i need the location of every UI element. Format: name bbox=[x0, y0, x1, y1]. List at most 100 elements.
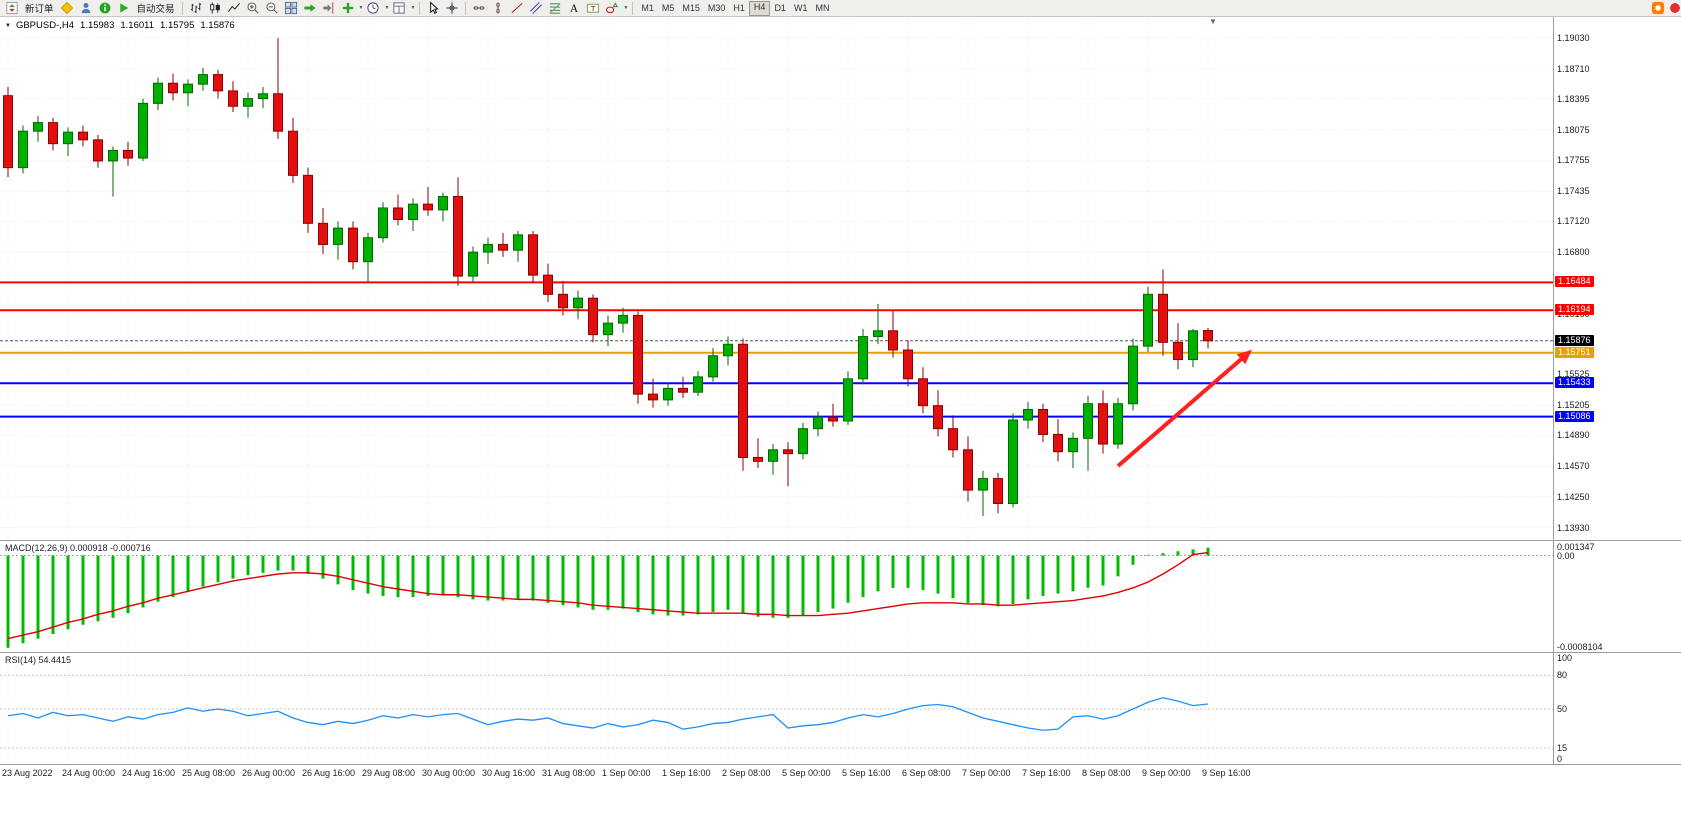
periods-icon[interactable] bbox=[364, 1, 382, 16]
svg-text:A: A bbox=[570, 3, 578, 15]
timeframe-H1[interactable]: H1 bbox=[733, 2, 745, 13]
chart-candles-icon[interactable] bbox=[206, 1, 224, 16]
vertical-line-icon[interactable] bbox=[489, 1, 507, 16]
timeframe-M5[interactable]: M5 bbox=[661, 2, 675, 13]
rsi-axis-label: 50 bbox=[1557, 704, 1568, 714]
trendline-icon[interactable] bbox=[508, 1, 526, 16]
macd-axis[interactable]: 0.001347 0.00 -0.0008104 bbox=[1553, 540, 1681, 653]
timeframe-M15[interactable]: M15 bbox=[682, 2, 700, 13]
macd-chart[interactable] bbox=[0, 541, 1553, 653]
auto-scroll-icon[interactable] bbox=[301, 1, 319, 16]
rsi-panel[interactable]: RSI(14) 54.4415 bbox=[0, 652, 1553, 765]
candlestick-chart[interactable] bbox=[0, 17, 1553, 540]
time-label: 24 Aug 16:00 bbox=[122, 768, 176, 778]
time-label: 26 Aug 00:00 bbox=[242, 768, 296, 778]
text-label-icon[interactable]: T bbox=[584, 1, 602, 16]
price-tick-label: 1.14570 bbox=[1557, 461, 1590, 472]
time-label: 7 Sep 00:00 bbox=[962, 768, 1011, 778]
ohlc-high: 1.16011 bbox=[120, 20, 155, 31]
price-tick-label: 1.17755 bbox=[1557, 155, 1590, 166]
toolbar-separator bbox=[181, 1, 183, 15]
chart-shift-marker[interactable]: ▼ bbox=[1209, 17, 1217, 26]
timeframe-D1[interactable]: D1 bbox=[774, 2, 786, 13]
price-line-label: 1.15086 bbox=[1555, 410, 1594, 422]
time-label: 6 Sep 08:00 bbox=[902, 768, 951, 778]
time-label: 29 Aug 08:00 bbox=[362, 768, 416, 778]
timeframe-buttons: M1 M5 M15 M30 H1 H4 D1 W1 MN bbox=[637, 0, 833, 16]
shapes-icon[interactable] bbox=[603, 1, 621, 16]
community-profile-icon[interactable] bbox=[77, 1, 95, 16]
time-label: 5 Sep 16:00 bbox=[842, 768, 891, 778]
rsi-axis-label: 100 bbox=[1557, 653, 1573, 663]
time-label: 7 Sep 16:00 bbox=[1022, 768, 1071, 778]
toolbar: 新订单 自动交易 ▼ ▼ ▼ A T ▼ M1 M5 M15 M30 H1 H4 D1 W1 M… bbox=[0, 0, 1681, 17]
autotrading-button[interactable]: 自动交易 bbox=[136, 4, 175, 15]
rsi-axis-label: 15 bbox=[1557, 743, 1568, 754]
time-label: 30 Aug 00:00 bbox=[422, 768, 476, 778]
new-order-icon[interactable] bbox=[3, 1, 21, 16]
time-axis[interactable]: 23 Aug 2022 24 Aug 00:00 24 Aug 16:00 25 Au… bbox=[0, 764, 1681, 783]
indicators-icon[interactable] bbox=[339, 1, 357, 16]
price-line-label: 1.15433 bbox=[1555, 377, 1594, 389]
crosshair-icon[interactable] bbox=[443, 1, 461, 16]
chart-title: ▼ GBPUSD-,H4 1.15983 1.16011 1.15795 1.1… bbox=[5, 20, 235, 31]
time-label: 9 Sep 00:00 bbox=[1142, 768, 1191, 778]
autotrading-icon[interactable] bbox=[115, 1, 133, 16]
price-tick-label: 1.17120 bbox=[1557, 216, 1590, 227]
price-tick-label: 1.18075 bbox=[1557, 124, 1590, 135]
info-icon[interactable] bbox=[96, 1, 114, 16]
price-tick-label: 1.15525 bbox=[1557, 369, 1590, 380]
toolbar-right-group bbox=[1649, 1, 1681, 16]
metaquotes-icon[interactable] bbox=[58, 1, 76, 16]
notifications-icon[interactable] bbox=[1649, 1, 1667, 16]
price-tick-label: 1.18710 bbox=[1557, 63, 1590, 74]
indicators-dropdown-icon[interactable]: ▼ bbox=[358, 5, 364, 11]
price-tick-label: 1.17435 bbox=[1557, 186, 1590, 197]
time-label: 31 Aug 08:00 bbox=[542, 768, 596, 778]
text-icon[interactable]: A bbox=[565, 1, 583, 16]
periods-dropdown-icon[interactable]: ▼ bbox=[384, 5, 390, 11]
shapes-dropdown-icon[interactable]: ▼ bbox=[623, 5, 629, 11]
templates-icon[interactable] bbox=[390, 1, 408, 16]
rsi-axis-label: 80 bbox=[1557, 670, 1568, 681]
rsi-chart[interactable] bbox=[0, 653, 1553, 765]
timeframe-W1[interactable]: W1 bbox=[793, 2, 808, 13]
time-label: 30 Aug 16:00 bbox=[482, 768, 536, 778]
price-chart-panel[interactable]: ▼ GBPUSD-,H4 1.15983 1.16011 1.15795 1.1… bbox=[0, 17, 1553, 540]
macd-panel[interactable]: MACD(12,26,9) 0.000918 -0.000716 bbox=[0, 540, 1553, 653]
price-tick-label: 1.14250 bbox=[1557, 491, 1590, 502]
timeframe-M30[interactable]: M30 bbox=[707, 2, 726, 13]
horizontal-line-icon[interactable] bbox=[470, 1, 488, 16]
time-label: 23 Aug 2022 bbox=[2, 768, 53, 778]
rsi-axis-label: 0 bbox=[1557, 754, 1563, 764]
timeframe-H4[interactable]: H4 bbox=[748, 0, 771, 16]
chart-line-icon[interactable] bbox=[225, 1, 243, 16]
cursor-icon[interactable] bbox=[424, 1, 442, 16]
price-line-label: 1.15876 bbox=[1555, 334, 1594, 346]
channel-icon[interactable] bbox=[527, 1, 545, 16]
toolbar-separator bbox=[632, 1, 634, 15]
tile-windows-icon[interactable] bbox=[282, 1, 300, 16]
time-label: 25 Aug 08:00 bbox=[182, 768, 236, 778]
timeframe-M1[interactable]: M1 bbox=[641, 2, 654, 13]
rsi-axis[interactable]: 100 80 50 15 0 bbox=[1553, 652, 1681, 765]
zoom-in-icon[interactable] bbox=[244, 1, 262, 16]
time-label: 8 Sep 08:00 bbox=[1082, 768, 1131, 778]
new-order-button[interactable]: 新订单 bbox=[25, 4, 54, 15]
chart-shift-icon[interactable] bbox=[320, 1, 338, 16]
price-axis[interactable]: 1.19030 1.18710 1.18395 1.18075 1.17755 1.174… bbox=[1553, 17, 1681, 540]
rsi-indicator-label: RSI(14) 54.4415 bbox=[5, 655, 72, 665]
ohlc-low: 1.15795 bbox=[160, 20, 195, 31]
zoom-out-icon[interactable] bbox=[263, 1, 281, 16]
time-label: 9 Sep 16:00 bbox=[1202, 768, 1251, 778]
notification-badge bbox=[1669, 2, 1681, 14]
price-line-label: 1.16484 bbox=[1555, 276, 1594, 288]
timeframe-MN[interactable]: MN bbox=[815, 2, 830, 13]
symbol-dropdown-icon[interactable]: ▼ bbox=[5, 22, 11, 29]
price-tick-label: 1.15205 bbox=[1557, 400, 1590, 411]
chart-bars-icon[interactable] bbox=[187, 1, 205, 16]
fibonacci-icon[interactable] bbox=[546, 1, 564, 16]
time-label: 5 Sep 00:00 bbox=[782, 768, 831, 778]
templates-dropdown-icon[interactable]: ▼ bbox=[410, 5, 416, 11]
